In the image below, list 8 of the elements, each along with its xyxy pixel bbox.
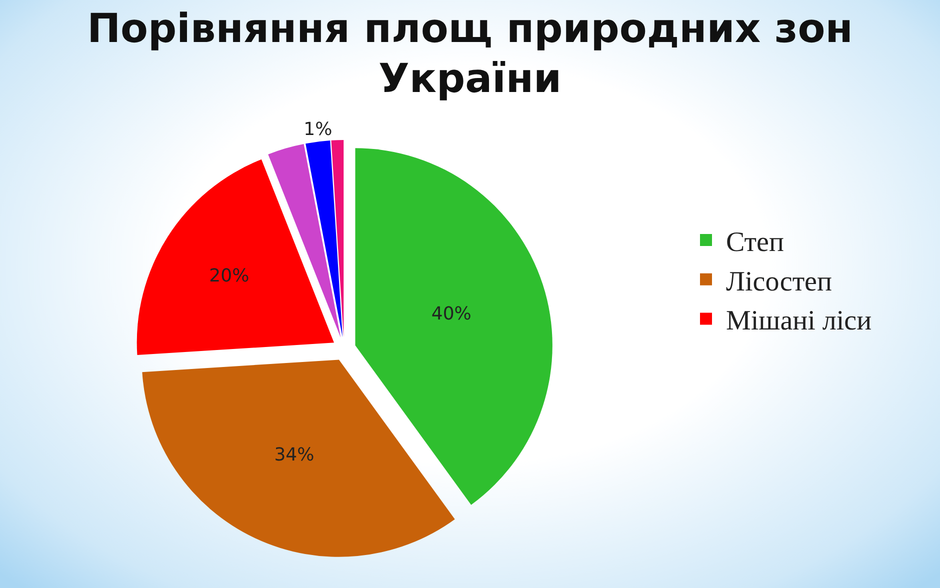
data-label: 1%	[304, 119, 332, 140]
data-label: 34%	[274, 444, 314, 466]
legend-label: Мішані ліси	[726, 306, 872, 337]
legend-label: Степ	[726, 226, 784, 258]
data-label: 20%	[209, 266, 250, 287]
data-label: 40%	[431, 304, 472, 325]
legend-label: Лісостеп	[726, 266, 832, 298]
chart-title: Порівняння площ природних зон України	[86, 5, 854, 104]
